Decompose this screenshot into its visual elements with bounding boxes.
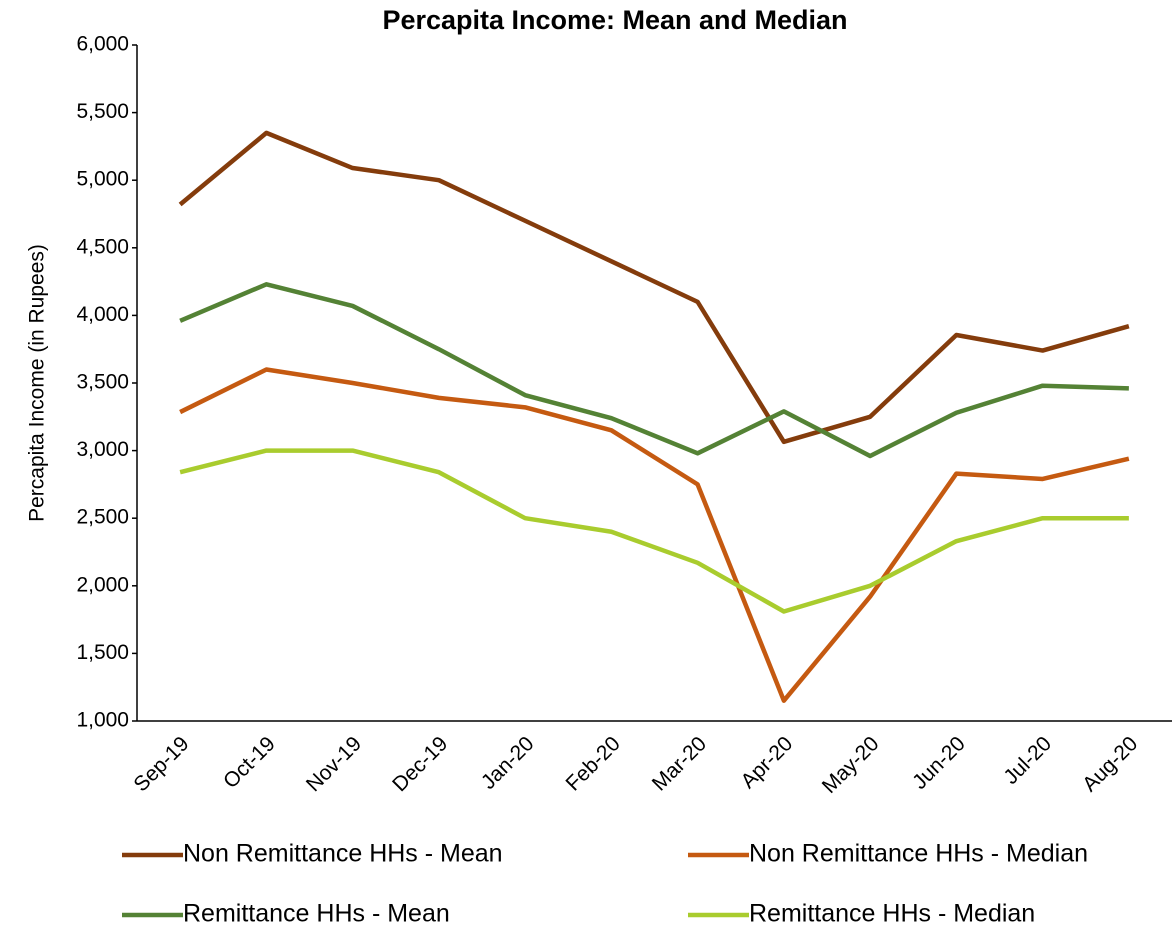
legend-label: Non Remittance HHs - Mean <box>183 840 503 868</box>
x-tick-label: Apr-20 <box>736 732 797 793</box>
series-line <box>179 448 1129 614</box>
x-tick-label: Nov-19 <box>302 732 366 796</box>
y-tick-label: 4,500 <box>76 235 129 258</box>
y-tick-label: 2,500 <box>76 506 129 529</box>
series-line <box>179 282 1129 459</box>
y-tick-label: 1,000 <box>76 709 129 732</box>
legend-label: Remittance HHs - Median <box>749 900 1035 927</box>
y-axis-title: Percapita Income (in Rupees) <box>26 244 49 522</box>
y-tick-label: 1,500 <box>76 641 129 664</box>
y-tick-label: 5,500 <box>76 100 129 123</box>
chart-title: Percapita Income: Mean and Median <box>382 5 847 35</box>
series-line <box>179 367 1130 703</box>
x-tick-label: Feb-20 <box>562 732 625 795</box>
x-tick-label: Jan-20 <box>477 732 539 794</box>
x-tick-label: Jul-20 <box>999 732 1056 789</box>
x-tick-label: Jun-20 <box>908 732 970 794</box>
series-line <box>178 130 1130 445</box>
y-tick-label: 3,000 <box>76 438 129 461</box>
x-tick-label: Sep-19 <box>129 732 193 796</box>
y-tick-label: 2,000 <box>76 573 129 596</box>
y-tick-label: 3,500 <box>76 371 129 394</box>
x-tick-label: Mar-20 <box>648 732 711 795</box>
y-tick-label: 5,000 <box>76 168 129 191</box>
x-tick-label: Dec-19 <box>388 732 452 796</box>
x-tick-label: Aug-20 <box>1078 732 1142 796</box>
y-tick-label: 4,000 <box>76 303 129 326</box>
legend-label: Non Remittance HHs - Median <box>749 840 1088 868</box>
x-tick-label: May-20 <box>818 732 884 798</box>
x-tick-label: Oct-19 <box>219 732 280 793</box>
y-tick-label: 6,000 <box>76 33 129 56</box>
legend-label: Remittance HHs - Mean <box>183 900 450 927</box>
